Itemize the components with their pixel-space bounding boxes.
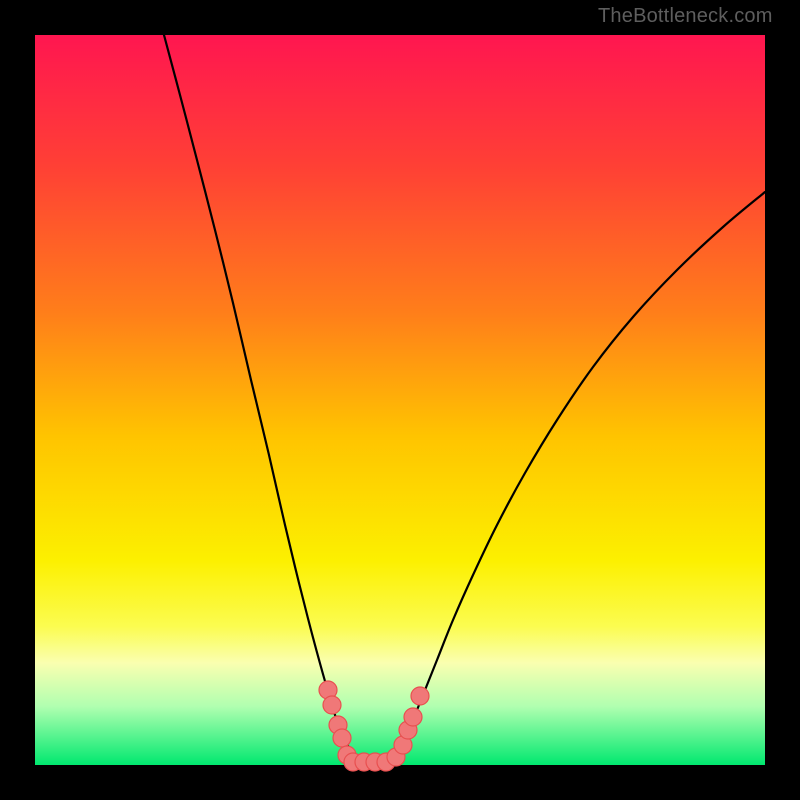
bottleneck-curve [164, 35, 765, 762]
watermark-text: TheBottleneck.com [598, 5, 773, 28]
plot-area [35, 35, 765, 765]
data-markers [319, 681, 429, 771]
chart-frame: TheBottleneck.com [0, 0, 800, 800]
curve-svg [35, 35, 765, 765]
data-marker [323, 696, 341, 714]
data-marker [404, 708, 422, 726]
data-marker [411, 687, 429, 705]
data-marker [333, 729, 351, 747]
